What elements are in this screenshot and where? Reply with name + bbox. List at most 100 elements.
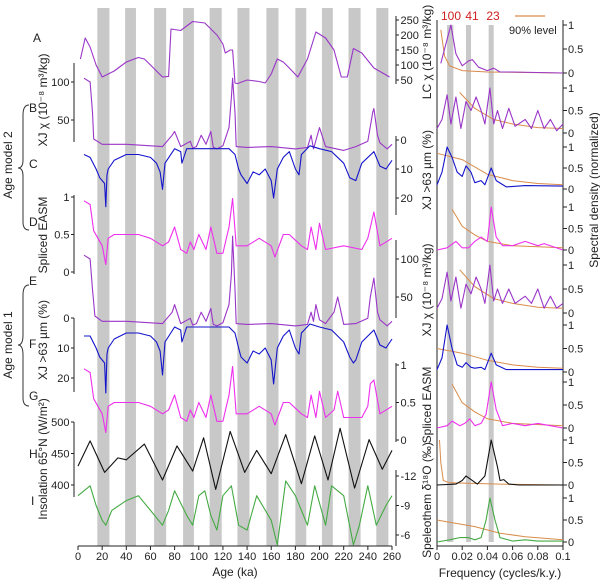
spectrum-y-tick-label: 0.5 — [568, 400, 583, 412]
series-line-C — [83, 145, 393, 208]
series-line-H — [77, 427, 393, 490]
frequency-tick-label: 0.06 — [502, 551, 523, 563]
glacial-band — [183, 8, 194, 546]
spectrum-y-tick-label: 0 — [568, 537, 574, 549]
period-label-41: 41 — [465, 9, 479, 23]
spectrum-line-1 — [436, 87, 564, 132]
spectral-period-bands — [447, 25, 494, 542]
y-tick-label-H: 450 — [51, 449, 69, 461]
age-tick-label: 140 — [238, 551, 256, 563]
age-tick-label: 100 — [190, 551, 208, 563]
spectrum-90-level-8 — [436, 519, 564, 541]
panel-letter-A: A — [33, 31, 41, 45]
age-tick-label: 240 — [359, 551, 377, 563]
glacial-band — [295, 8, 307, 546]
frequency-tick-label: 0.1 — [555, 551, 570, 563]
age-tick-label: 60 — [144, 551, 156, 563]
series-line-G — [83, 365, 393, 434]
glacial-band — [125, 8, 136, 546]
panel-letter-C: C — [29, 157, 38, 171]
spectrum-y-tick-label: 0.5 — [568, 344, 583, 356]
y-tick-label-C: 20 — [401, 193, 413, 205]
spectrum-line-4 — [436, 264, 564, 309]
spectral-density-label: Spectral density (normalized) — [587, 112, 600, 267]
spectrum-90-level-2 — [436, 152, 564, 186]
series-line-D — [83, 197, 393, 266]
y-tick-label-A: 250 — [401, 15, 419, 27]
y-tick-label-G: 1 — [401, 360, 407, 372]
spectrum-90-level-3 — [451, 208, 564, 249]
age-tick-label: 160 — [262, 551, 280, 563]
panel-letter-B: B — [29, 101, 37, 115]
spectrum-y-tick-label: 1 — [568, 83, 574, 95]
panel-letter-I: I — [31, 494, 34, 508]
spectrum-y-tick-label: 1 — [568, 435, 574, 447]
spectrum-y-tick-label: 1 — [568, 202, 574, 214]
spectrum-y-tick-label: 0 — [568, 367, 574, 379]
spectrum-y-tick-label: 0.5 — [568, 224, 583, 236]
series-line-I — [77, 480, 393, 546]
period-band-100 — [447, 25, 454, 542]
age-tick-label: 220 — [335, 551, 353, 563]
y-tick-label-B: 50 — [57, 115, 69, 127]
spectrum-y-tick-label: 1 — [568, 377, 574, 389]
spectrum-y-tick-label: 0.5 — [568, 106, 583, 118]
y-tick-label-H: 500 — [51, 417, 69, 429]
spectrum-y-tick-label: 0 — [568, 68, 574, 80]
age-tick-label: 0 — [75, 551, 81, 563]
spectrum-90-level-6 — [451, 384, 564, 427]
spectrum-y-tick-label: 1 — [568, 142, 574, 154]
age-tick-label: 40 — [120, 551, 132, 563]
spectrum-line-7 — [436, 439, 563, 486]
spectrum-y-tick-label: 0 — [568, 480, 574, 492]
age-model-2-brace — [17, 104, 30, 231]
series-line-E — [83, 235, 393, 327]
y-tick-label-A: 50 — [401, 75, 413, 87]
y-tick-label-D: 0 — [63, 267, 69, 279]
left-label-D: Spliced EASM — [36, 197, 50, 274]
period-band-23 — [488, 25, 494, 542]
spectrum-y-tick-label: 0.5 — [568, 458, 583, 470]
frequency-axis-label: Frequency (cycles/k.y.) — [439, 566, 561, 580]
spectrum-y-tick-label: 0 — [568, 308, 574, 320]
spectrum-y-tick-label: 0 — [568, 245, 574, 257]
glacial-band — [321, 8, 333, 546]
spectrum-90-level-7 — [439, 439, 564, 486]
spectrum-y-tick-label: 0.5 — [568, 515, 583, 527]
age-model-1-label: Age model 1 — [1, 311, 15, 379]
left-label-B: XJ χ (10⁻⁸ m³/kg) — [36, 53, 50, 146]
panel-letter-E: E — [29, 274, 37, 288]
y-tick-label-D: 1 — [63, 192, 69, 204]
series-line-F — [84, 323, 393, 394]
y-tick-label-I: -9 — [401, 501, 411, 513]
age-tick-label: 120 — [214, 551, 232, 563]
age-model-1-brace — [17, 284, 30, 407]
spectra-lines — [436, 24, 564, 543]
y-tick-label-F: 0 — [63, 313, 69, 325]
spectrum-y-tick-label: 0 — [568, 128, 574, 140]
glacial-band — [266, 8, 279, 546]
glacial-shading-bands — [97, 8, 389, 546]
glacial-band — [209, 8, 222, 546]
glacial-band — [237, 8, 250, 546]
spectrum-y-tick-label: 0.5 — [568, 284, 583, 296]
spectrum-y-tick-label: 1 — [568, 260, 574, 272]
y-tick-label-D: 0.5 — [54, 230, 69, 242]
y-tick-label-F: 20 — [57, 373, 69, 385]
glacial-band — [97, 8, 110, 546]
spectrum-y-tick-label: 0.5 — [568, 163, 583, 175]
age-model-2-label: Age model 2 — [1, 131, 15, 199]
age-axis-label: Age (ka) — [212, 565, 257, 579]
legend-90-level-label: 90% level — [509, 25, 557, 37]
series-line-A — [79, 20, 390, 85]
spectrum-label-xj-63: XJ >63 µm (%) — [420, 130, 434, 210]
panel-letter-D: D — [29, 215, 38, 229]
y-tick-label-A: 150 — [401, 45, 419, 57]
spectrum-line-2 — [436, 146, 564, 188]
y-tick-label-G: 0 — [401, 435, 407, 447]
age-tick-label: 260 — [383, 551, 401, 563]
spectrum-line-0 — [440, 24, 564, 74]
frequency-tick-label: 0.02 — [451, 551, 472, 563]
y-tick-label-A: 100 — [401, 60, 419, 72]
series-line-B — [83, 77, 393, 151]
